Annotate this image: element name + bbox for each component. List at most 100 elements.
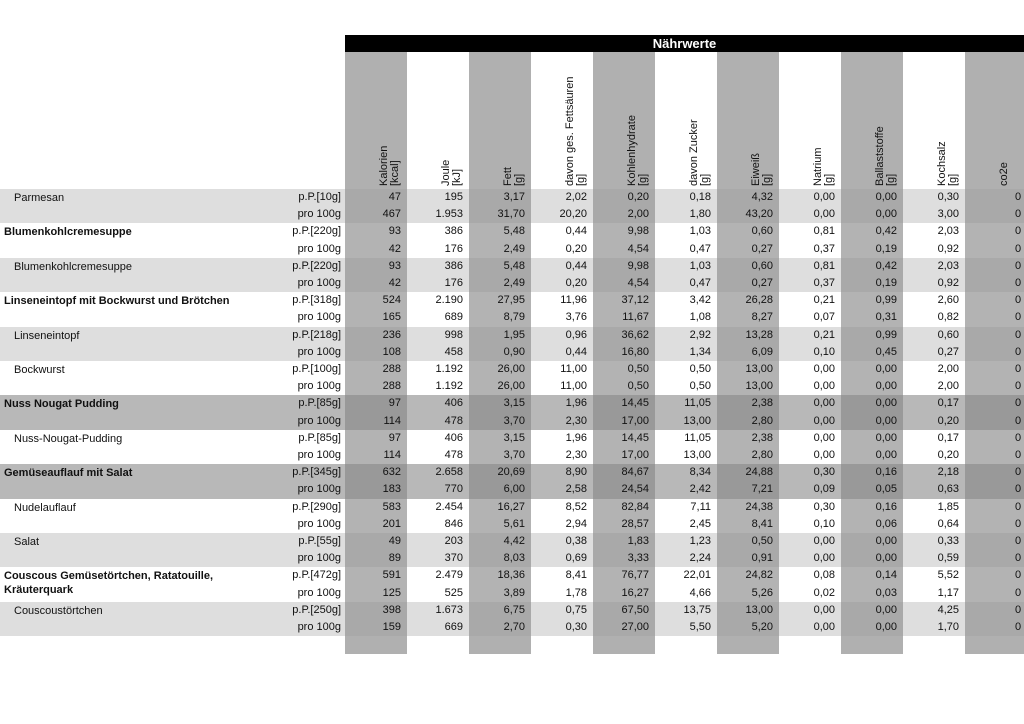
cell-shade bbox=[717, 189, 779, 224]
cell-value: 525 bbox=[444, 586, 463, 599]
cell-value: 3,76 bbox=[565, 311, 587, 324]
cell-shade bbox=[965, 257, 1024, 293]
cell-value: 0,60 bbox=[751, 225, 773, 238]
cell-shade bbox=[717, 257, 779, 293]
cell-shade bbox=[965, 429, 1024, 465]
cell-value: 2,30 bbox=[565, 414, 587, 427]
portion: p.P.[472g] bbox=[292, 569, 341, 582]
cell-shade bbox=[593, 361, 655, 396]
cell-value: 20,69 bbox=[497, 466, 525, 479]
cell-value: 5,50 bbox=[689, 621, 711, 633]
cell-value: 0,00 bbox=[813, 552, 835, 565]
cell-value: 2,02 bbox=[565, 191, 587, 203]
cell-value: 2,38 bbox=[751, 431, 773, 444]
cell-value: 22,01 bbox=[683, 569, 711, 582]
cell-value: 0,00 bbox=[875, 397, 897, 410]
cell-value: 0 bbox=[1015, 517, 1022, 530]
cell-value: 6,00 bbox=[503, 483, 525, 496]
cell-shade bbox=[965, 601, 1024, 637]
cell-value: 0,20 bbox=[627, 191, 649, 203]
cell-value: 0,81 bbox=[813, 225, 835, 238]
cell-value: 2,03 bbox=[937, 259, 959, 272]
column-header: Kohlenhydrate [g] bbox=[626, 52, 649, 186]
cell-value: 2,00 bbox=[627, 208, 649, 221]
cell-value: 0,06 bbox=[875, 517, 897, 530]
cell-value: 0,00 bbox=[813, 208, 835, 221]
cell-value: 125 bbox=[382, 586, 401, 599]
cell-value: 0 bbox=[1015, 242, 1022, 255]
cell-shade bbox=[717, 533, 779, 568]
cell-shade bbox=[841, 361, 903, 396]
cell-value: 8,27 bbox=[751, 311, 773, 324]
cell-value: 1,80 bbox=[689, 208, 711, 221]
cell-value: 406 bbox=[444, 397, 463, 410]
cell-value: 1.192 bbox=[435, 380, 463, 393]
cell-value: 26,00 bbox=[497, 363, 525, 375]
cell-value: 0,38 bbox=[565, 535, 587, 547]
cell-value: 0,00 bbox=[875, 535, 897, 547]
cell-value: 24,54 bbox=[621, 483, 649, 496]
column-shade bbox=[593, 52, 655, 189]
cell-value: 93 bbox=[388, 259, 401, 272]
cell-value: 0 bbox=[1015, 552, 1022, 565]
cell-value: 20,20 bbox=[559, 208, 587, 221]
cell-value: 2.190 bbox=[435, 294, 463, 307]
cell-value: 37,12 bbox=[621, 294, 649, 307]
cell-shade bbox=[965, 498, 1024, 533]
cell-value: 478 bbox=[444, 414, 463, 427]
column-header: co2e bbox=[998, 52, 1010, 186]
cell-value: 0,00 bbox=[875, 380, 897, 393]
cell-value: 3,42 bbox=[689, 294, 711, 307]
cell-value: 18,36 bbox=[497, 569, 525, 582]
cell-value: 0,47 bbox=[689, 242, 711, 255]
cell-value: 1,17 bbox=[937, 586, 959, 599]
cell-value: 8,90 bbox=[565, 466, 587, 479]
item-name: Couscoustörtchen bbox=[14, 604, 103, 617]
cell-value: 28,57 bbox=[621, 517, 649, 530]
cell-value: 0,18 bbox=[689, 191, 711, 203]
portion: p.P.[220g] bbox=[292, 259, 341, 272]
cell-value: 0 bbox=[1015, 500, 1022, 513]
cell-value: 0,92 bbox=[937, 242, 959, 255]
cell-value: 0 bbox=[1015, 483, 1022, 496]
cell-value: 0,19 bbox=[875, 242, 897, 255]
cell-shade bbox=[593, 326, 655, 361]
item-name: Gemüseauflauf mit Salat bbox=[4, 467, 133, 480]
column-unit: [kJ] bbox=[451, 168, 463, 186]
cell-shade bbox=[717, 361, 779, 396]
cell-value: 0,75 bbox=[565, 603, 587, 616]
cell-value: 1,03 bbox=[689, 259, 711, 272]
cell-value: 467 bbox=[382, 208, 401, 221]
cell-value: 93 bbox=[388, 225, 401, 238]
cell-value: 0,20 bbox=[937, 449, 959, 461]
cell-value: 0 bbox=[1015, 603, 1022, 616]
cell-shade bbox=[841, 257, 903, 293]
column-header: davon ges. Fettsäuren [g] bbox=[564, 52, 587, 186]
column-shade bbox=[965, 52, 1024, 189]
portion: p.P.[250g] bbox=[292, 603, 341, 616]
cell-value: 2.479 bbox=[435, 569, 463, 582]
cell-value: 0 bbox=[1015, 466, 1022, 479]
cell-shade bbox=[593, 601, 655, 637]
cell-shade bbox=[469, 257, 531, 293]
cell-value: 0,00 bbox=[875, 191, 897, 203]
cell-value: 0,50 bbox=[627, 363, 649, 375]
cell-shade bbox=[841, 567, 903, 602]
cell-value: 5,48 bbox=[503, 259, 525, 272]
cell-value: 2,94 bbox=[565, 517, 587, 530]
cell-value: 4,54 bbox=[627, 277, 649, 289]
cell-shade bbox=[469, 326, 531, 361]
cell-value: 0,21 bbox=[813, 294, 835, 307]
column-shade bbox=[469, 52, 531, 189]
cell-value: 1.673 bbox=[435, 603, 463, 616]
column-unit: [g] bbox=[761, 173, 773, 186]
cell-value: 8,52 bbox=[565, 500, 587, 513]
column-unit: [g] bbox=[513, 173, 525, 186]
cell-value: 89 bbox=[388, 552, 401, 565]
cell-value: 2,60 bbox=[937, 294, 959, 307]
item-name: Nuss-Nougat-Pudding bbox=[14, 432, 123, 445]
cell-value: 0 bbox=[1015, 431, 1022, 444]
cell-value: 0,82 bbox=[937, 311, 959, 324]
cell-value: 0,00 bbox=[813, 449, 835, 461]
cell-value: 0,30 bbox=[565, 621, 587, 633]
